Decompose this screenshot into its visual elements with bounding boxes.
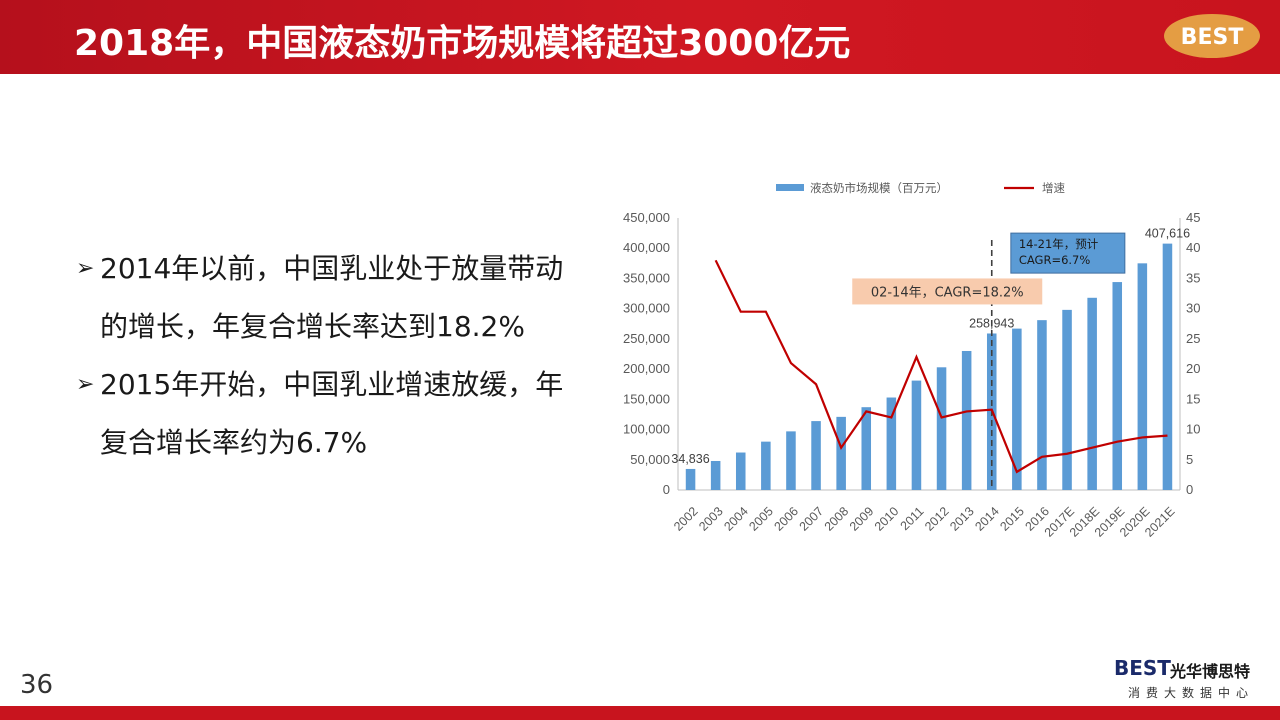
y-right-tick-label: 25 bbox=[1186, 331, 1200, 346]
bar bbox=[1087, 297, 1097, 490]
bar bbox=[1012, 328, 1022, 490]
bar bbox=[936, 367, 947, 490]
legend-bar-label: 液态奶市场规模（百万元） bbox=[810, 181, 948, 195]
bar bbox=[1162, 243, 1173, 490]
x-tick-label: 2013 bbox=[947, 504, 977, 534]
badge-text: BEST bbox=[1181, 25, 1244, 50]
cagr-callout-box bbox=[852, 278, 1043, 305]
arrow-bullet-icon: ➢ bbox=[76, 256, 95, 281]
legend-bar-swatch bbox=[776, 184, 804, 191]
y-left-tick-label: 300,000 bbox=[623, 301, 670, 316]
footer-tagline: 消费大数据中心 bbox=[1128, 686, 1255, 700]
bar bbox=[1062, 309, 1072, 490]
y-right-tick-label: 0 bbox=[1186, 482, 1193, 497]
y-left-tick-label: 400,000 bbox=[623, 240, 670, 255]
bar bbox=[1112, 282, 1123, 490]
x-tick-label: 2010 bbox=[872, 504, 902, 534]
data-label: 407,616 bbox=[1145, 227, 1190, 241]
forecast-callout-text: 14-21年，预计 bbox=[1019, 237, 1099, 251]
chart-container: 0 50,000 100,000 150,000 200,000 250,000 300,0… bbox=[600, 170, 1220, 550]
y-left-tick-label: 100,000 bbox=[623, 422, 670, 437]
footer-bar bbox=[0, 706, 1280, 720]
bar bbox=[1037, 320, 1047, 490]
forecast-callout-box bbox=[1010, 232, 1126, 274]
y-right-tick-label: 5 bbox=[1186, 452, 1193, 467]
x-tick-label: 2004 bbox=[721, 504, 751, 534]
bar bbox=[836, 416, 846, 490]
y-right-tick-label: 20 bbox=[1186, 361, 1200, 376]
x-tick-label: 2008 bbox=[822, 504, 852, 534]
y-right-tick-label: 35 bbox=[1186, 270, 1200, 285]
y-left-tick-label: 350,000 bbox=[623, 270, 670, 285]
bar bbox=[685, 468, 696, 490]
footer-logo-cn: 光华博思特 bbox=[1170, 662, 1251, 681]
data-label: 258,943 bbox=[969, 316, 1014, 330]
x-tick-label: 2011 bbox=[898, 504, 927, 533]
header-bar: 2018年，中国液态奶市场规模将超过3000亿元 BEST bbox=[0, 0, 1280, 74]
y-right-tick-label: 10 bbox=[1186, 422, 1200, 437]
x-tick-label: 2014 bbox=[972, 504, 1002, 534]
y-right-tick-label: 45 bbox=[1186, 210, 1200, 225]
y-left-tick-label: 450,000 bbox=[623, 210, 670, 225]
x-tick-label: 2015 bbox=[997, 504, 1027, 534]
page-title: 2018年，中国液态奶市场规模将超过3000亿元 bbox=[74, 23, 851, 64]
x-tick-label: 2003 bbox=[696, 504, 726, 534]
x-tick-label: 2005 bbox=[746, 504, 776, 534]
bar bbox=[911, 380, 922, 490]
bullet-item: ➢ 2015年开始，中国乳业增速放缓，年复合增长率约为6.7% bbox=[76, 356, 586, 472]
bullet-text: 2014年以前，中国乳业处于放量带动的增长，年复合增长率达到18.2% bbox=[100, 252, 564, 343]
bar bbox=[761, 441, 771, 490]
y-right-tick-label: 15 bbox=[1186, 391, 1200, 406]
bar bbox=[710, 460, 721, 490]
x-tick-label: 2006 bbox=[772, 504, 802, 534]
forecast-callout-text: CAGR=6.7% bbox=[1019, 253, 1091, 267]
bar bbox=[861, 407, 872, 490]
y-left-tick-label: 0 bbox=[663, 482, 670, 497]
bullet-item: ➢ 2014年以前，中国乳业处于放量带动的增长，年复合增长率达到18.2% bbox=[76, 240, 586, 356]
y-right-tick-label: 30 bbox=[1186, 301, 1200, 316]
y-right-tick-label: 40 bbox=[1186, 240, 1200, 255]
data-label: 34,836 bbox=[671, 452, 709, 466]
x-tick-label: 2007 bbox=[797, 504, 827, 534]
footer-logo-en: BEST bbox=[1114, 656, 1171, 680]
bullet-text: 2015年开始，中国乳业增速放缓，年复合增长率约为6.7% bbox=[100, 368, 564, 459]
bar bbox=[961, 350, 972, 490]
x-tick-label: 2002 bbox=[671, 504, 701, 534]
best-logo-badge: BEST bbox=[1164, 14, 1260, 58]
page-number: 36 bbox=[20, 670, 54, 700]
bar bbox=[735, 452, 746, 490]
y-left-tick-label: 200,000 bbox=[623, 361, 670, 376]
y-left-tick-label: 50,000 bbox=[630, 452, 670, 467]
market-size-chart: 0 50,000 100,000 150,000 200,000 250,000 300,0… bbox=[623, 181, 1200, 540]
legend-line-label: 增速 bbox=[1042, 181, 1065, 195]
x-tick-label: 2012 bbox=[922, 504, 952, 534]
cagr-callout-text: 02-14年，CAGR=18.2% bbox=[871, 285, 1024, 300]
y-left-tick-label: 150,000 bbox=[623, 391, 670, 406]
bar bbox=[1137, 263, 1148, 490]
y-left-tick-label: 250,000 bbox=[623, 331, 670, 346]
x-tick-label: 2009 bbox=[847, 504, 877, 534]
bar bbox=[811, 421, 821, 490]
bar bbox=[786, 431, 796, 490]
bullet-list: ➢ 2014年以前，中国乳业处于放量带动的增长，年复合增长率达到18.2% ➢ … bbox=[76, 240, 586, 472]
arrow-bullet-icon: ➢ bbox=[76, 372, 95, 397]
bar bbox=[886, 397, 897, 490]
